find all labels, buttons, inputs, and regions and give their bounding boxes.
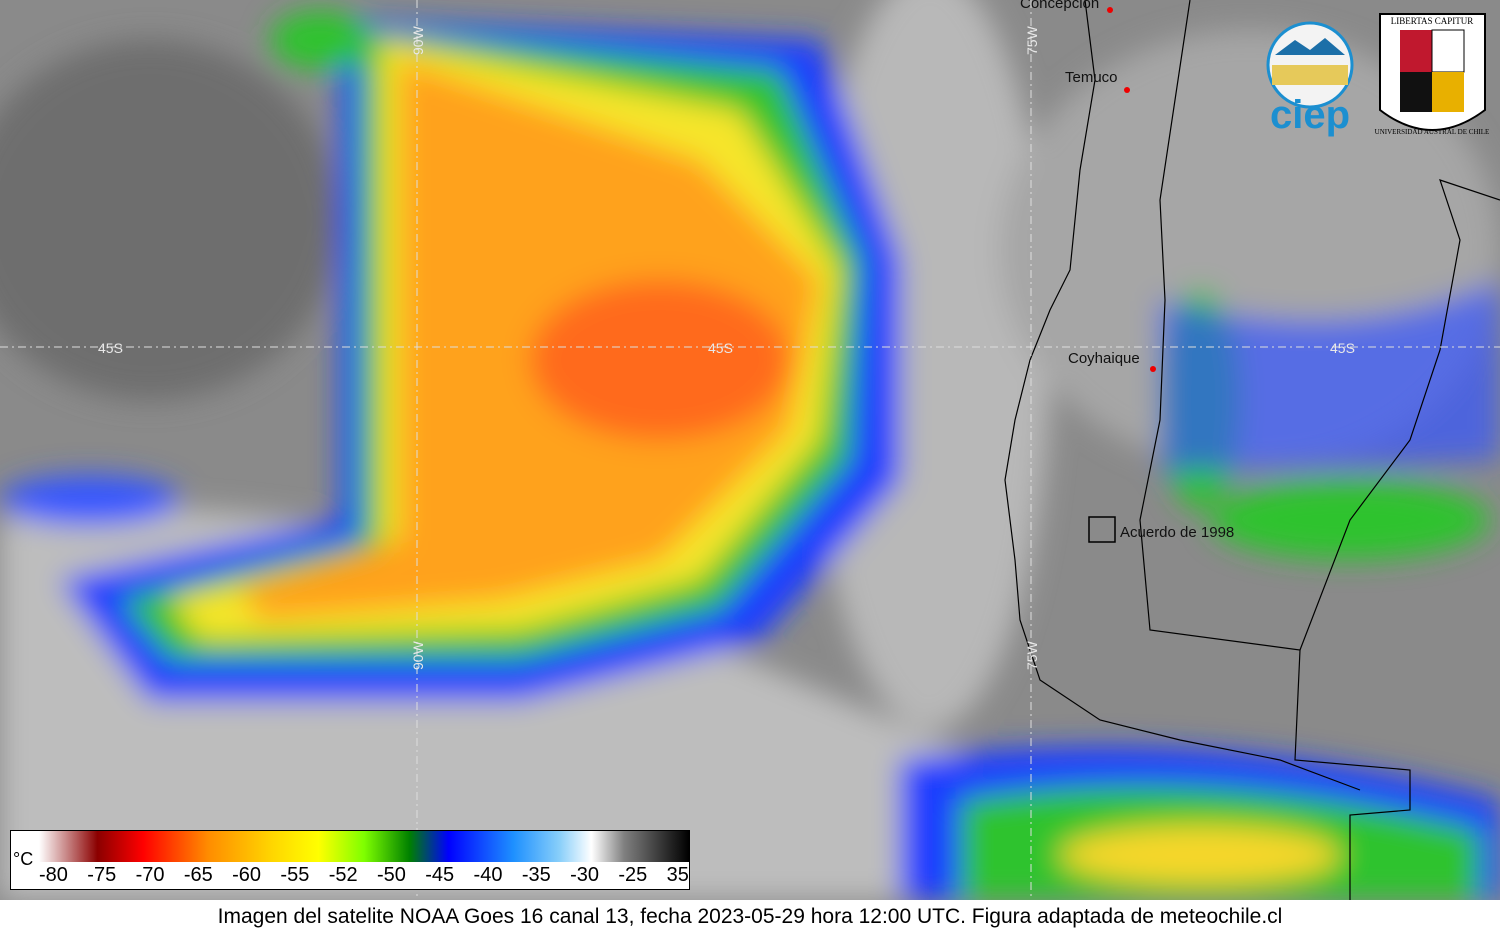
legend-tick: -45: [425, 864, 455, 886]
legend-unit: °C: [13, 849, 34, 869]
caption: Imagen del satelite NOAA Goes 16 canal 1…: [217, 905, 1283, 928]
city-dot: [1107, 7, 1113, 13]
legend-tick: -52: [328, 864, 358, 886]
legend-tick: -75: [87, 864, 117, 886]
legend-tick: -60: [232, 864, 262, 886]
coastline: [1004, 0, 1500, 900]
city-dot: [1150, 366, 1156, 372]
legend-tick: 35: [666, 864, 689, 886]
lat-label: 45S: [708, 340, 733, 356]
lat-label: 45S: [98, 340, 123, 356]
legend-tick: -25: [618, 864, 648, 886]
color-legend: °C -80 -75 -70 -65 -60 -55 -52 -50 -45 -40 -35 -30-…: [10, 830, 690, 890]
legend-tick: -35: [521, 864, 551, 886]
lon-label: 75W: [1024, 25, 1040, 55]
legend-tick: -65: [183, 864, 213, 886]
annotation: Acuerdo de 1998: [1120, 524, 1234, 541]
lon-label: 75W: [1024, 640, 1040, 670]
graticule: [0, 0, 1500, 900]
satellite-image: 45S 45S 45S 75W 75W 90W 90W Concepción T…: [0, 0, 1500, 900]
uach-logo: LIBERTAS CAPITUR UNIVERSIDAD AUSTRAL DE …: [1375, 13, 1490, 136]
city-label: Concepción: [1020, 0, 1099, 12]
clouds: [0, 0, 1500, 900]
city-dot: [1124, 87, 1130, 93]
lon-label: 90W: [410, 25, 426, 55]
lon-label: 90W: [410, 640, 426, 670]
color-ramp: [39, 831, 689, 862]
legend-tick: -55: [280, 864, 310, 886]
legend-tick: -80: [39, 864, 68, 886]
legend-tick: -40: [473, 864, 503, 886]
lat-label: 45S: [1330, 340, 1355, 356]
legend-tick: -50: [376, 864, 406, 886]
legend-tick: -30: [570, 864, 599, 886]
legend-tick: -70: [135, 864, 165, 886]
ciep-text: ciep: [1270, 93, 1350, 137]
area-box: [1088, 516, 1116, 543]
legend-ticks: -80 -75 -70 -65 -60 -55 -52 -50 -45 -40 -35 -30 -25 3…: [39, 864, 689, 887]
university: UNIVERSIDAD AUSTRAL DE CHILE: [1375, 128, 1490, 136]
city-label: Coyhaique: [1068, 350, 1140, 367]
ciep-logo: ciep: [1266, 21, 1354, 137]
city-label: Temuco: [1065, 69, 1118, 86]
motto: LIBERTAS CAPITUR: [1391, 16, 1474, 26]
